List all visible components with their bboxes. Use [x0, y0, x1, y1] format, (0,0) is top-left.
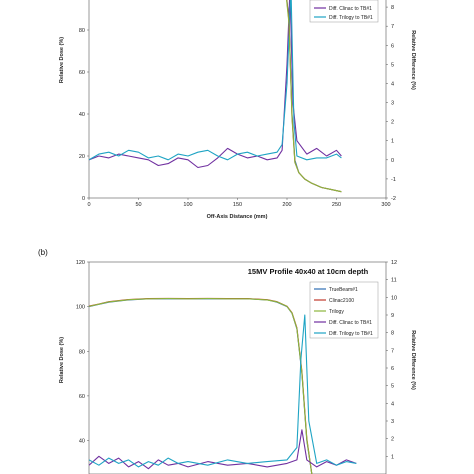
panel-a-y2-axis-label: Relative Difference (%)	[410, 30, 416, 90]
a-y2tick-label-9: 7	[391, 24, 394, 30]
a-xtick-label-5: 250	[332, 202, 341, 208]
b-y2tick-label-5: 6	[391, 366, 394, 372]
legend-label-diff-trilogy-b: Diff. Trilogy to TB#1	[329, 331, 373, 337]
b-series-0-truebeam-1-line	[89, 298, 313, 474]
b-ytick-label-2: 80	[79, 349, 85, 355]
panel-a-x-axis-label: Off-Axis Distance (mm)	[207, 214, 268, 220]
b-y2tick-label-0: 1	[391, 454, 394, 460]
a-ytick-label-4: 80	[79, 28, 85, 34]
b-y2tick-label-1: 2	[391, 437, 394, 443]
panel-b-y2-axis-label: Relative Difference (%)	[410, 330, 416, 390]
a-ytick-label-1: 20	[79, 154, 85, 160]
b-y2tick-label-11: 12	[391, 260, 397, 266]
a-y2tick-label-6: 4	[391, 81, 394, 87]
a-series-0-diff-clinac-to-tb-1-line	[89, 0, 342, 169]
a-y2tick-label-10: 8	[391, 5, 394, 11]
a-y2tick-label-5: 3	[391, 101, 394, 107]
legend-label-diff-trilogy: Diff. Trilogy to TB#1	[329, 15, 373, 21]
a-series-1-diff-trilogy-to-tb-1-line	[89, 0, 342, 161]
panel-b-y-axis-label: Relative Dose (%)	[59, 337, 65, 383]
b-series-4-diff-trilogy-to-tb-1-line	[89, 314, 357, 468]
a-xtick-label-2: 100	[183, 202, 192, 208]
a-xtick-label-6: 300	[381, 202, 390, 208]
panel-a-legend: Diff. Clinac to TB#1 Diff. Trilogy to TB…	[309, 0, 379, 23]
panel-a: 0 20 40 60 80 -2 -1 0 1 2 3 4 5 6 7 8 0 50 100 150 200 250 3…	[59, 0, 416, 220]
b-ytick-label-0: 40	[79, 439, 85, 445]
a-y2tick-label-0: -2	[391, 196, 396, 202]
a-y2tick-label-1: -1	[391, 177, 396, 183]
a-xtick-label-0: 0	[87, 202, 90, 208]
a-y2tick-label-8: 6	[391, 43, 394, 49]
a-y2tick-label-7: 5	[391, 62, 394, 68]
a-series-4-profile-4-line	[286, 0, 342, 193]
panel-b-tag: (b)	[38, 248, 48, 257]
b-y2tick-label-2: 3	[391, 419, 394, 425]
b-series-3-diff-clinac-to-tb-1-line	[89, 429, 357, 470]
a-y2tick-label-2: 0	[391, 158, 394, 164]
panel-b-legend: TrueBeam#1 Clinac2100 Trilogy Diff. Clin…	[309, 281, 379, 339]
a-xtick-label-3: 150	[233, 202, 242, 208]
a-y2tick-label-4: 2	[391, 120, 394, 126]
a-xtick-label-1: 50	[135, 202, 141, 208]
b-y2tick-label-9: 10	[391, 295, 397, 301]
legend-label-truebeam: TrueBeam#1	[329, 287, 358, 293]
b-y2tick-label-7: 8	[391, 331, 394, 337]
a-ytick-label-2: 40	[79, 112, 85, 118]
a-xtick-label-4: 200	[282, 202, 291, 208]
b-y2tick-label-8: 9	[391, 313, 394, 319]
panel-b-chart-title: 15MV Profile 40x40 at 10cm depth	[248, 267, 369, 276]
b-series-1-clinac2100-line	[89, 297, 313, 474]
b-y2tick-label-6: 7	[391, 348, 394, 354]
a-y2tick-label-3: 1	[391, 139, 394, 145]
a-ytick-label-3: 60	[79, 70, 85, 76]
legend-label-clinac2100: Clinac2100	[329, 298, 354, 304]
b-y2tick-label-3: 4	[391, 401, 394, 407]
panel-a-plot-frame	[88, 0, 387, 199]
panel-a-y-axis-label: Relative Dose (%)	[59, 37, 65, 83]
b-y2tick-label-10: 11	[391, 278, 397, 284]
legend-label-diff-clinac: Diff. Clinac to TB#1	[329, 6, 372, 12]
b-ytick-label-4: 120	[76, 260, 85, 266]
a-ytick-label-0: 0	[82, 196, 85, 202]
b-series-2-trilogy-line	[89, 298, 313, 474]
b-y2tick-label-4: 5	[391, 384, 394, 390]
legend-label-trilogy: Trilogy	[329, 309, 344, 315]
b-ytick-label-1: 60	[79, 394, 85, 400]
b-ytick-label-3: 100	[76, 305, 85, 311]
legend-label-diff-clinac-b: Diff. Clinac to TB#1	[329, 320, 372, 326]
